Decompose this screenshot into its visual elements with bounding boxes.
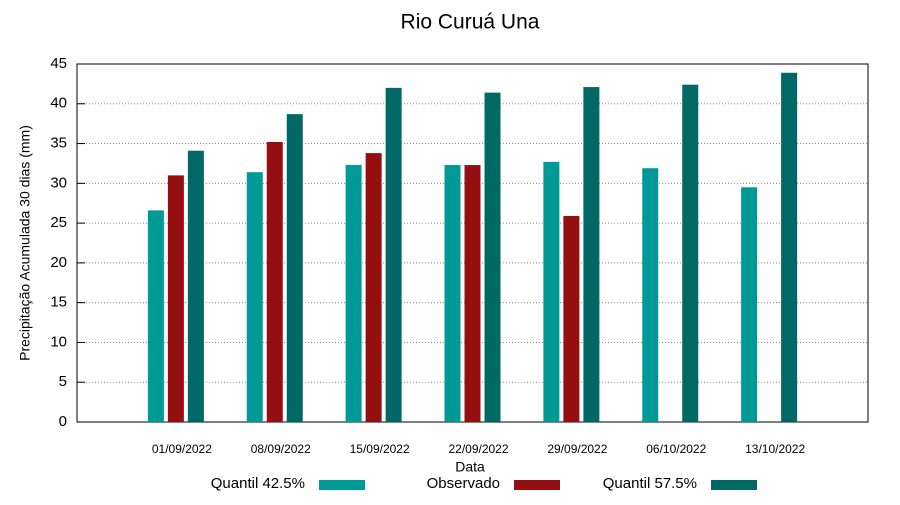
legend-label: Quantil 57.5% [603, 475, 697, 492]
y-tick-label: 30 [50, 174, 67, 191]
x-tick-label: 29/09/2022 [547, 442, 607, 456]
bar [385, 87, 402, 422]
x-tick-label: 06/10/2022 [646, 442, 706, 456]
legend-swatch [319, 480, 365, 490]
bar [444, 165, 461, 422]
bar [583, 87, 600, 423]
bar [187, 150, 204, 422]
legend-label: Quantil 42.5% [211, 475, 305, 492]
x-tick-label: 08/09/2022 [251, 442, 311, 456]
y-tick-label: 10 [50, 333, 67, 350]
y-tick-label: 40 [50, 95, 67, 112]
bar [345, 165, 362, 422]
y-tick-label: 0 [59, 413, 67, 430]
y-tick-label: 35 [50, 135, 67, 152]
bar [147, 210, 164, 422]
bar [682, 84, 699, 422]
bar [563, 215, 580, 422]
y-tick-label: 25 [50, 214, 67, 231]
y-tick-label: 15 [50, 294, 67, 311]
bar [246, 172, 263, 422]
bar [365, 153, 382, 422]
chart-title: Rio Curuá Una [401, 11, 540, 34]
x-tick-label: 01/09/2022 [152, 442, 212, 456]
x-tick-label: 13/10/2022 [745, 442, 805, 456]
bar [781, 72, 798, 423]
legend-swatch [514, 480, 560, 490]
x-axis-label: Data [455, 459, 485, 475]
y-axis-label: Precipitação Acumulada 30 dias (mm) [17, 125, 33, 361]
legend-label: Observado [427, 475, 500, 492]
bar [484, 92, 501, 422]
bar [266, 141, 283, 422]
bar [741, 187, 758, 422]
y-tick-label: 20 [50, 254, 67, 271]
x-tick-label: 22/09/2022 [448, 442, 508, 456]
bar [167, 175, 184, 422]
y-tick-label: 5 [59, 373, 67, 390]
x-tick-label: 15/09/2022 [350, 442, 410, 456]
bar [286, 114, 303, 423]
legend-swatch [711, 480, 757, 490]
bar [543, 161, 560, 422]
bar [464, 165, 481, 422]
bar [642, 168, 659, 422]
y-tick-label: 45 [50, 55, 67, 72]
